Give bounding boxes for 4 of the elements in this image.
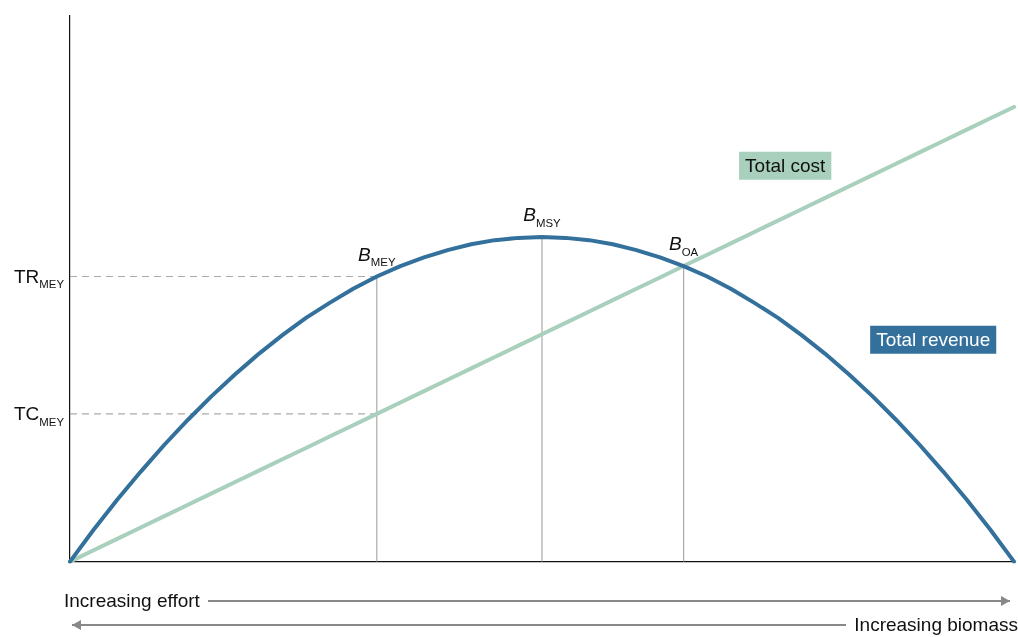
text: Increasing effort xyxy=(64,590,200,612)
text: Increasing biomass xyxy=(854,614,1018,636)
series-label: Total revenue xyxy=(876,329,991,351)
series-label: Total cost xyxy=(745,155,827,177)
